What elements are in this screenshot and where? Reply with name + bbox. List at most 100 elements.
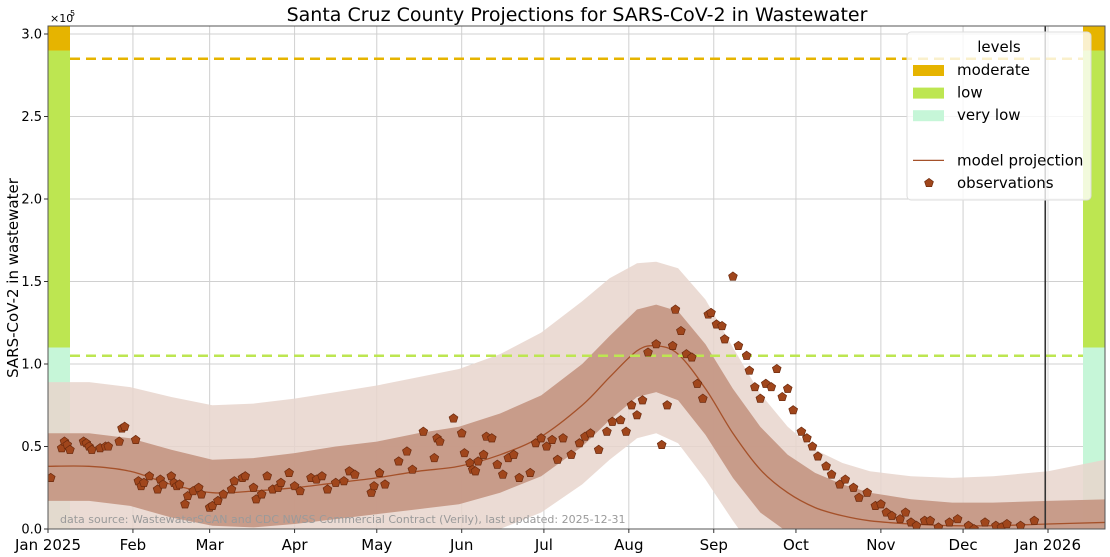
observation-point <box>350 469 360 479</box>
observation-point <box>821 461 831 471</box>
x-tick-label: Jul <box>534 536 553 554</box>
observation-point <box>130 434 141 444</box>
observation-point <box>240 471 251 481</box>
observation-point <box>470 466 481 476</box>
observation-point <box>667 340 678 350</box>
x-tick-label: Jun <box>449 536 473 554</box>
observation-point <box>566 449 577 459</box>
x-tick-label: Nov <box>866 536 895 554</box>
observation-point <box>508 449 519 459</box>
x-tick-label: Apr <box>282 536 309 554</box>
observation-point <box>558 433 568 443</box>
observation-point <box>393 456 404 466</box>
observation-point <box>876 499 886 509</box>
observation-point <box>418 426 429 436</box>
observation-point <box>552 454 563 464</box>
observation-point <box>158 479 168 489</box>
legend-label: observations <box>957 174 1054 192</box>
legend-swatch-very-low <box>913 110 944 122</box>
observation-point <box>826 469 837 479</box>
x-tick-label: Mar <box>195 536 224 554</box>
x-tick-label: Jan 2026 <box>1014 536 1081 554</box>
observation-point <box>802 433 812 443</box>
x-tick-label: Oct <box>783 536 809 554</box>
observation-point <box>728 271 738 281</box>
observation-point <box>925 515 936 525</box>
observation-point <box>65 444 75 454</box>
observation-point <box>788 405 799 415</box>
observation-point <box>744 365 755 375</box>
observation-point <box>366 487 377 497</box>
observation-point <box>1015 520 1026 529</box>
observation-point <box>180 499 190 509</box>
observation-point <box>256 489 267 499</box>
observation-point <box>733 340 744 350</box>
observation-point <box>536 433 546 443</box>
observation-point <box>848 482 859 492</box>
y-tick-label: 1.5 <box>21 275 42 290</box>
observation-point <box>771 363 782 374</box>
observation-point <box>380 479 390 489</box>
observation-point <box>541 441 552 451</box>
inner-uncertainty-band <box>48 304 1105 529</box>
observation-point <box>717 320 727 331</box>
observation-point <box>218 489 229 499</box>
observation-point <box>284 467 294 477</box>
observation-point <box>687 352 697 362</box>
legend-label: moderate <box>957 61 1030 79</box>
observation-point <box>980 517 990 527</box>
observation-point <box>196 489 207 499</box>
observation-point <box>900 507 911 517</box>
observation-point <box>887 510 897 520</box>
observation-point <box>911 520 922 529</box>
observation-point <box>719 334 730 344</box>
y-tick-label: 2.5 <box>21 110 42 125</box>
observation-point <box>782 383 793 393</box>
observation-point <box>969 523 979 529</box>
observation-point <box>525 467 536 477</box>
y-tick-label: 0.5 <box>21 440 42 455</box>
observation-point <box>473 456 483 466</box>
observation-point <box>777 391 788 402</box>
observation-point <box>862 487 873 497</box>
x-tick-label: Sep <box>700 536 728 554</box>
observation-point <box>643 347 653 357</box>
observation-point <box>478 449 489 459</box>
chart-title: Santa Cruz County Projections for SARS-C… <box>287 4 868 26</box>
observation-point <box>330 477 341 487</box>
observation-point <box>574 438 585 448</box>
observation-point <box>514 472 525 482</box>
observation-point <box>248 482 259 492</box>
y-tick-label: 3.0 <box>21 28 42 43</box>
observation-point <box>621 426 631 436</box>
observation-point <box>676 325 686 336</box>
observation-point <box>448 413 459 423</box>
observation-point <box>895 514 905 524</box>
observation-point <box>807 441 818 451</box>
observation-point <box>434 436 445 446</box>
observation-point <box>585 428 596 438</box>
observation-point <box>755 393 766 403</box>
legend-label: low <box>957 84 983 102</box>
legend-swatch-low <box>913 87 944 99</box>
y-multiplier-base: ×10 <box>50 12 73 25</box>
level-bar-left-low <box>48 50 70 356</box>
observation-point <box>854 492 864 502</box>
observation-point <box>615 415 626 425</box>
observation-point <box>766 382 777 392</box>
legend-label: very low <box>957 106 1021 124</box>
observation-point <box>497 469 508 479</box>
axes: Jan 2025 Feb Mar Apr May Jun Jul Aug Sep Oct Nov De… <box>14 25 1106 554</box>
observation-point <box>656 439 667 449</box>
observation-point <box>1029 515 1040 525</box>
observation-point <box>139 477 149 487</box>
x-tick-label: Aug <box>614 536 643 554</box>
observation-point <box>944 517 955 527</box>
observation-point <box>339 476 349 486</box>
observation-point <box>840 474 851 484</box>
observation-point <box>637 395 648 405</box>
observation-point <box>813 451 823 461</box>
observation-point <box>456 428 467 438</box>
observation-point <box>602 426 612 436</box>
observation-point <box>697 393 708 403</box>
